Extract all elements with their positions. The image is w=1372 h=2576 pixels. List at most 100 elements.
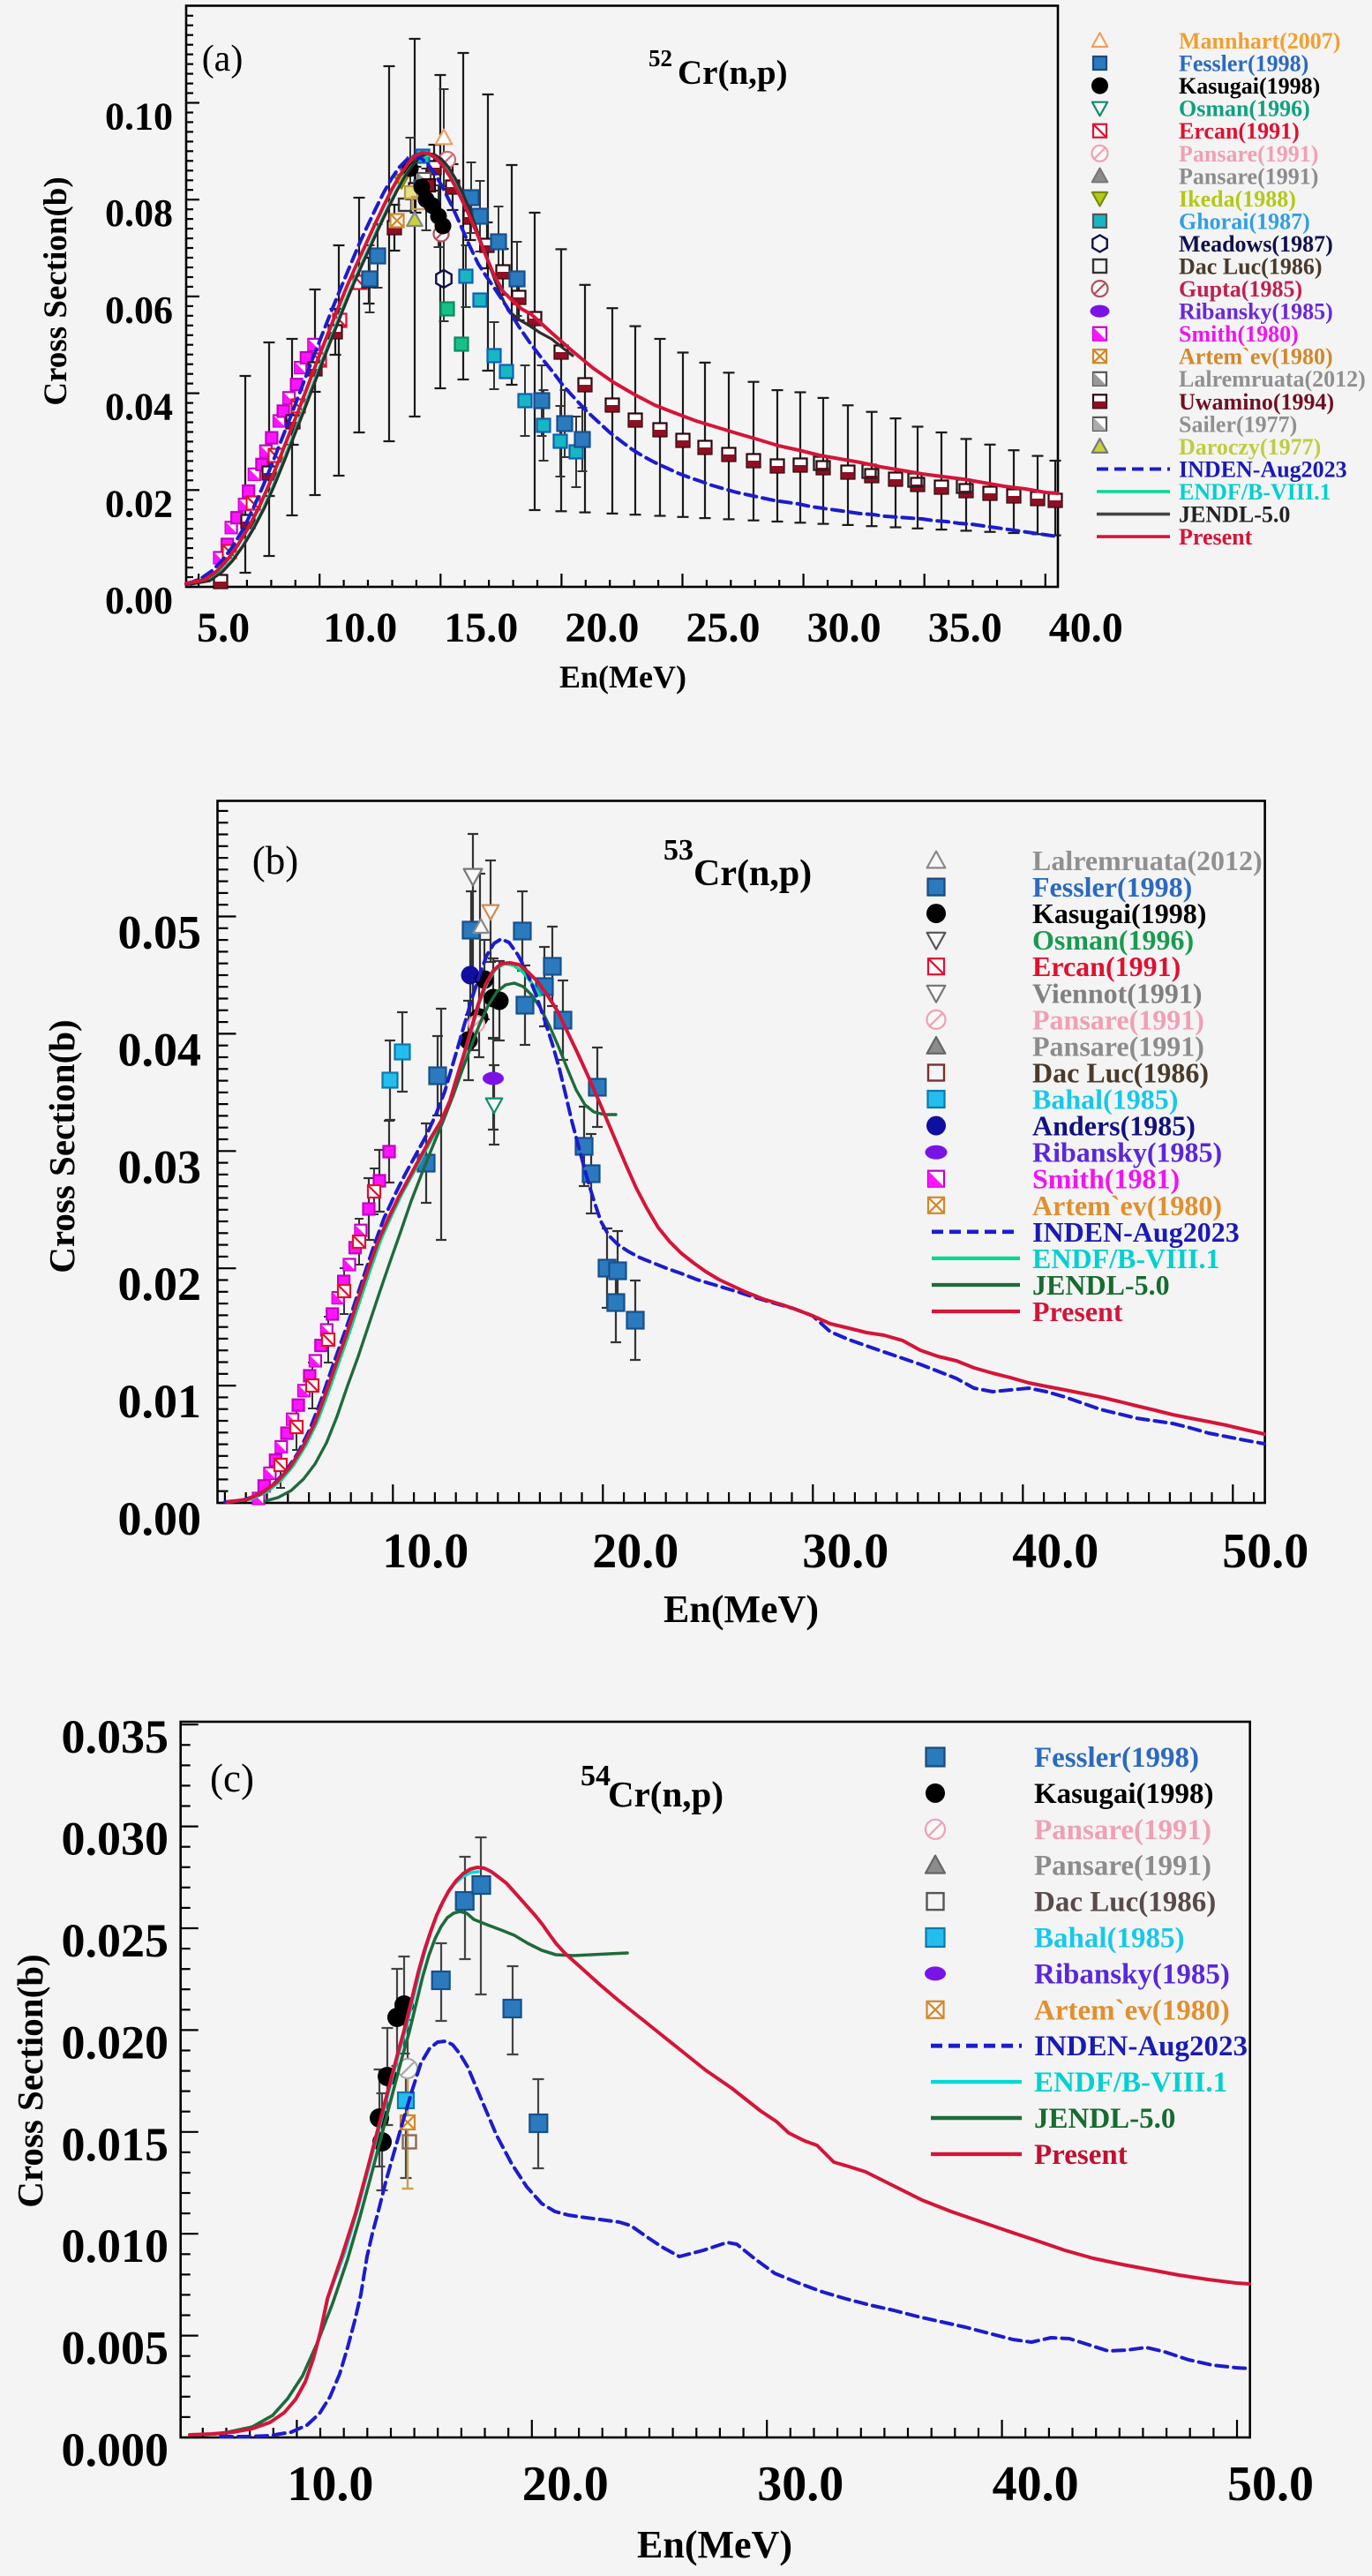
svg-text:Ribansky(1985): Ribansky(1985) xyxy=(1179,299,1333,325)
svg-text:20.0: 20.0 xyxy=(565,605,639,651)
svg-text:0.02: 0.02 xyxy=(105,482,173,525)
svg-text:Anders(1985): Anders(1985) xyxy=(1032,1110,1196,1142)
svg-text:0.035: 0.035 xyxy=(62,1710,169,1763)
svg-text:30.0: 30.0 xyxy=(807,605,881,651)
svg-text:0.01: 0.01 xyxy=(118,1375,202,1428)
svg-text:0.08: 0.08 xyxy=(105,192,173,235)
svg-text:0.025: 0.025 xyxy=(62,1914,169,1967)
svg-text:Ercan(1991): Ercan(1991) xyxy=(1179,118,1300,144)
svg-text:Cross Section(b): Cross Section(b) xyxy=(41,1019,82,1273)
svg-text:ENDF/B-VIII.1: ENDF/B-VIII.1 xyxy=(1034,2067,1227,2099)
svg-text:50.0: 50.0 xyxy=(1222,1524,1308,1579)
svg-text:ENDF/B-VIII.1: ENDF/B-VIII.1 xyxy=(1179,479,1331,505)
svg-text:Pansare(1991): Pansare(1991) xyxy=(1034,1851,1211,1882)
svg-text:Cr(n,p): Cr(n,p) xyxy=(693,853,812,894)
svg-text:0.04: 0.04 xyxy=(105,386,173,429)
svg-text:0.05: 0.05 xyxy=(118,906,202,959)
svg-text:0.00: 0.00 xyxy=(105,579,173,622)
svg-text:Smith(1980): Smith(1980) xyxy=(1179,321,1299,347)
svg-text:Present: Present xyxy=(1179,524,1253,550)
svg-text:30.0: 30.0 xyxy=(802,1524,888,1579)
svg-text:Fessler(1998): Fessler(1998) xyxy=(1179,51,1308,77)
svg-text:10.0: 10.0 xyxy=(323,605,397,651)
svg-text:Mannhart(2007): Mannhart(2007) xyxy=(1179,28,1340,54)
svg-text:Viennot(1991): Viennot(1991) xyxy=(1032,977,1203,1009)
svg-text:Cross Section(b): Cross Section(b) xyxy=(10,1954,50,2207)
svg-text:Meadows(1987): Meadows(1987) xyxy=(1179,231,1333,257)
svg-text:25.0: 25.0 xyxy=(686,605,761,651)
svg-text:40.0: 40.0 xyxy=(1049,605,1123,651)
svg-text:54: 54 xyxy=(581,1760,611,1792)
svg-text:Artem`ev(1980): Artem`ev(1980) xyxy=(1032,1190,1222,1221)
svg-text:0.06: 0.06 xyxy=(105,289,173,332)
svg-text:Ghorai(1987): Ghorai(1987) xyxy=(1179,208,1310,234)
svg-text:0.000: 0.000 xyxy=(62,2423,169,2476)
svg-text:Sailer(1977): Sailer(1977) xyxy=(1179,411,1297,437)
svg-text:Ribansky(1985): Ribansky(1985) xyxy=(1034,1958,1230,1990)
svg-text:40.0: 40.0 xyxy=(1012,1524,1098,1579)
svg-text:Osman(1996): Osman(1996) xyxy=(1032,924,1194,956)
svg-text:20.0: 20.0 xyxy=(592,1524,679,1579)
svg-text:Kasugai(1998): Kasugai(1998) xyxy=(1034,1778,1214,1810)
svg-text:15.0: 15.0 xyxy=(444,605,518,651)
svg-text:JENDL-5.0: JENDL-5.0 xyxy=(1034,2103,1175,2135)
svg-text:Uwamino(1994): Uwamino(1994) xyxy=(1179,389,1334,415)
svg-text:0.03: 0.03 xyxy=(118,1140,202,1193)
svg-text:0.020: 0.020 xyxy=(62,2016,169,2069)
svg-text:JENDL-5.0: JENDL-5.0 xyxy=(1032,1269,1170,1301)
svg-text:40.0: 40.0 xyxy=(993,2457,1079,2512)
svg-text:Osman(1996): Osman(1996) xyxy=(1179,96,1310,122)
svg-text:En(MeV): En(MeV) xyxy=(559,659,686,695)
svg-text:Ercan(1991): Ercan(1991) xyxy=(1032,950,1181,982)
svg-text:JENDL-5.0: JENDL-5.0 xyxy=(1179,502,1290,528)
svg-text:10.0: 10.0 xyxy=(382,1524,469,1579)
svg-text:5.0: 5.0 xyxy=(197,605,250,651)
svg-text:Daroczy(1977): Daroczy(1977) xyxy=(1179,434,1321,460)
svg-text:0.00: 0.00 xyxy=(118,1492,202,1545)
svg-text:Fessler(1998): Fessler(1998) xyxy=(1032,871,1192,903)
svg-text:En(MeV): En(MeV) xyxy=(637,2523,792,2566)
svg-text:0.04: 0.04 xyxy=(118,1023,202,1076)
svg-text:0.005: 0.005 xyxy=(62,2322,169,2375)
svg-text:Lalremruata(2012): Lalremruata(2012) xyxy=(1032,845,1263,876)
svg-text:0.030: 0.030 xyxy=(62,1813,169,1866)
svg-text:Cr(n,p): Cr(n,p) xyxy=(608,1774,723,1814)
svg-text:Kasugai(1998): Kasugai(1998) xyxy=(1032,897,1206,929)
svg-text:Dac Luc(1986): Dac Luc(1986) xyxy=(1179,254,1322,280)
svg-text:Dac Luc(1986): Dac Luc(1986) xyxy=(1034,1887,1216,1919)
svg-text:Kasugai(1998): Kasugai(1998) xyxy=(1179,73,1320,99)
svg-text:53: 53 xyxy=(664,834,693,867)
svg-text:30.0: 30.0 xyxy=(757,2457,843,2512)
svg-text:Ribansky(1985): Ribansky(1985) xyxy=(1032,1137,1222,1168)
svg-text:Bahal(1985): Bahal(1985) xyxy=(1034,1923,1185,1955)
svg-text:En(MeV): En(MeV) xyxy=(664,1588,819,1631)
svg-text:INDEN-Aug2023: INDEN-Aug2023 xyxy=(1034,2031,1248,2062)
svg-text:20.0: 20.0 xyxy=(522,2457,609,2512)
svg-text:Gupta(1985): Gupta(1985) xyxy=(1179,276,1302,302)
svg-text:10.0: 10.0 xyxy=(287,2457,373,2512)
svg-text:52: 52 xyxy=(649,45,672,71)
svg-text:50.0: 50.0 xyxy=(1227,2457,1314,2512)
svg-text:Ikeda(1988): Ikeda(1988) xyxy=(1179,186,1296,212)
svg-text:INDEN-Aug2023: INDEN-Aug2023 xyxy=(1179,457,1347,483)
svg-text:Pansare(1991): Pansare(1991) xyxy=(1034,1814,1211,1846)
svg-text:Pansare(1991): Pansare(1991) xyxy=(1179,163,1318,189)
svg-text:Dac Luc(1986): Dac Luc(1986) xyxy=(1032,1057,1209,1089)
svg-text:0.015: 0.015 xyxy=(62,2118,169,2171)
svg-text:Pansare(1991): Pansare(1991) xyxy=(1032,1030,1204,1062)
svg-text:Cr(n,p): Cr(n,p) xyxy=(678,54,788,92)
svg-text:Artem`ev(1980): Artem`ev(1980) xyxy=(1034,1994,1230,2026)
svg-text:Pansare(1991): Pansare(1991) xyxy=(1179,141,1318,167)
svg-text:Smith(1981): Smith(1981) xyxy=(1032,1163,1180,1195)
svg-text:Cross Section(b): Cross Section(b) xyxy=(38,176,74,405)
svg-text:ENDF/B-VIII.1: ENDF/B-VIII.1 xyxy=(1032,1243,1219,1274)
svg-text:0.02: 0.02 xyxy=(118,1258,202,1311)
svg-text:0.10: 0.10 xyxy=(105,95,173,139)
svg-text:(b): (b) xyxy=(252,838,298,882)
svg-text:INDEN-Aug2023: INDEN-Aug2023 xyxy=(1032,1216,1240,1248)
svg-text:35.0: 35.0 xyxy=(928,605,1002,651)
svg-text:(a): (a) xyxy=(202,39,244,79)
svg-text:Pansare(1991): Pansare(1991) xyxy=(1032,1003,1204,1035)
svg-text:Present: Present xyxy=(1034,2139,1128,2171)
svg-text:Present: Present xyxy=(1032,1296,1123,1327)
